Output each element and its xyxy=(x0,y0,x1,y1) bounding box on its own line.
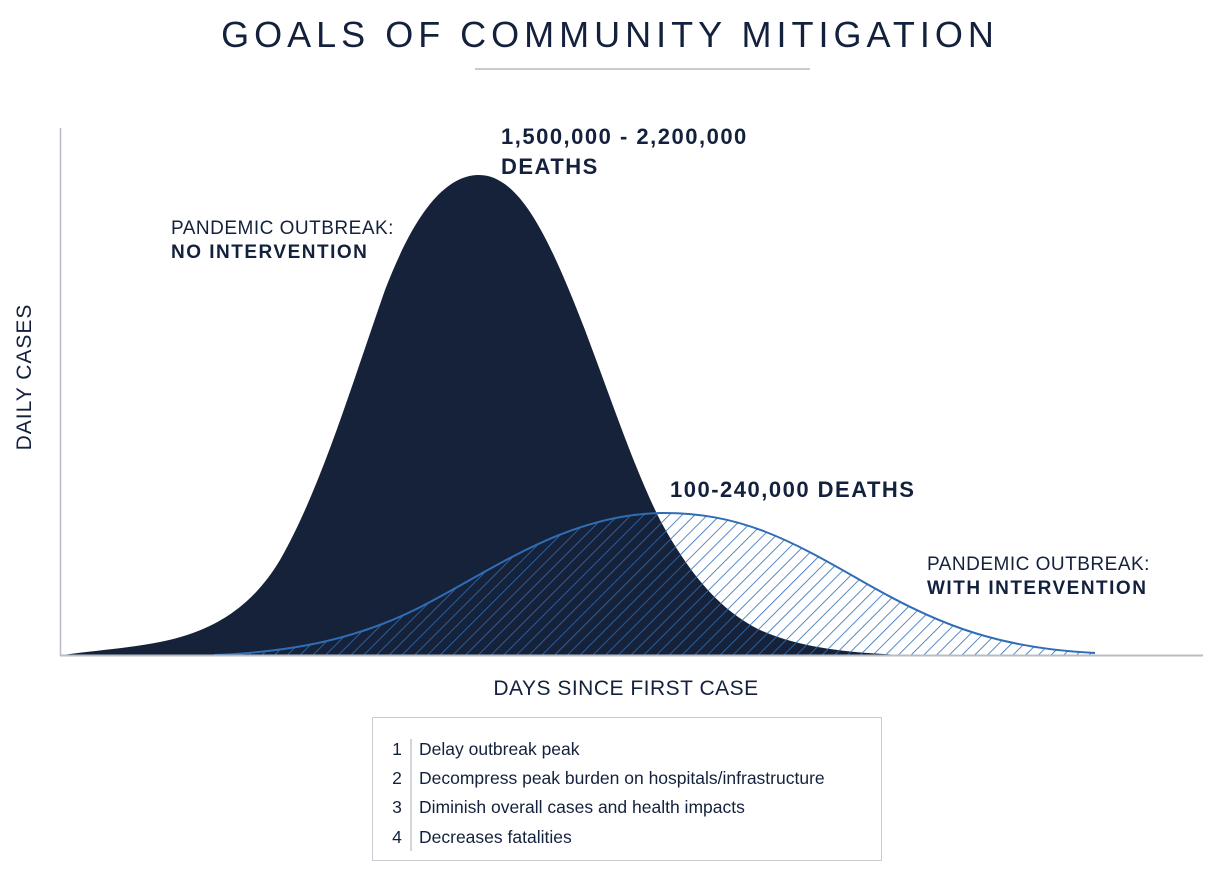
x-axis-label: DAYS SINCE FIRST CASE xyxy=(493,677,759,700)
goal-number: 1 xyxy=(392,738,402,759)
goal-item: 1 Delay outbreak peak xyxy=(389,734,580,764)
with-intervention-curve xyxy=(213,511,1096,656)
with-intervention-deaths-annotation: 100-240,000 DEATHS xyxy=(670,477,916,502)
no-intervention-deaths-value: 1,500,000 - 2,200,000 xyxy=(501,124,748,149)
no-intervention-deaths-unit: DEATHS xyxy=(501,154,599,179)
y-axis-label: DAILY CASES xyxy=(13,303,36,451)
no-intervention-label-line2: NO INTERVENTION xyxy=(171,242,369,263)
with-intervention-label: PANDEMIC OUTBREAK: WITH INTERVENTION xyxy=(927,554,1150,600)
goal-number: 2 xyxy=(392,767,402,788)
with-intervention-label-line1: PANDEMIC OUTBREAK: xyxy=(927,554,1150,575)
no-intervention-deaths-annotation: 1,500,000 - 2,200,000 DEATHS xyxy=(501,122,748,182)
title-divider xyxy=(475,68,810,70)
goals-divider xyxy=(410,739,412,851)
goal-text: Delay outbreak peak xyxy=(419,738,580,759)
goal-number: 3 xyxy=(392,796,402,817)
no-intervention-label-line1: PANDEMIC OUTBREAK: xyxy=(171,218,394,239)
goal-item: 3 Diminish overall cases and health impa… xyxy=(389,792,745,822)
goal-text: Decompress peak burden on hospitals/infr… xyxy=(419,767,825,788)
goal-item: 4 Decreases fatalities xyxy=(389,822,572,852)
goal-item: 2 Decompress peak burden on hospitals/in… xyxy=(389,763,825,793)
no-intervention-curve xyxy=(62,174,905,656)
goal-number: 4 xyxy=(392,826,402,847)
no-intervention-label: PANDEMIC OUTBREAK: NO INTERVENTION xyxy=(171,218,394,264)
goal-text: Diminish overall cases and health impact… xyxy=(419,796,745,817)
goal-text: Decreases fatalities xyxy=(419,826,572,847)
chart-title: GOALS OF COMMUNITY MITIGATION xyxy=(221,14,999,55)
goals-box: 1 Delay outbreak peak 2 Decompress peak … xyxy=(372,717,882,861)
with-intervention-label-line2: WITH INTERVENTION xyxy=(927,578,1148,599)
